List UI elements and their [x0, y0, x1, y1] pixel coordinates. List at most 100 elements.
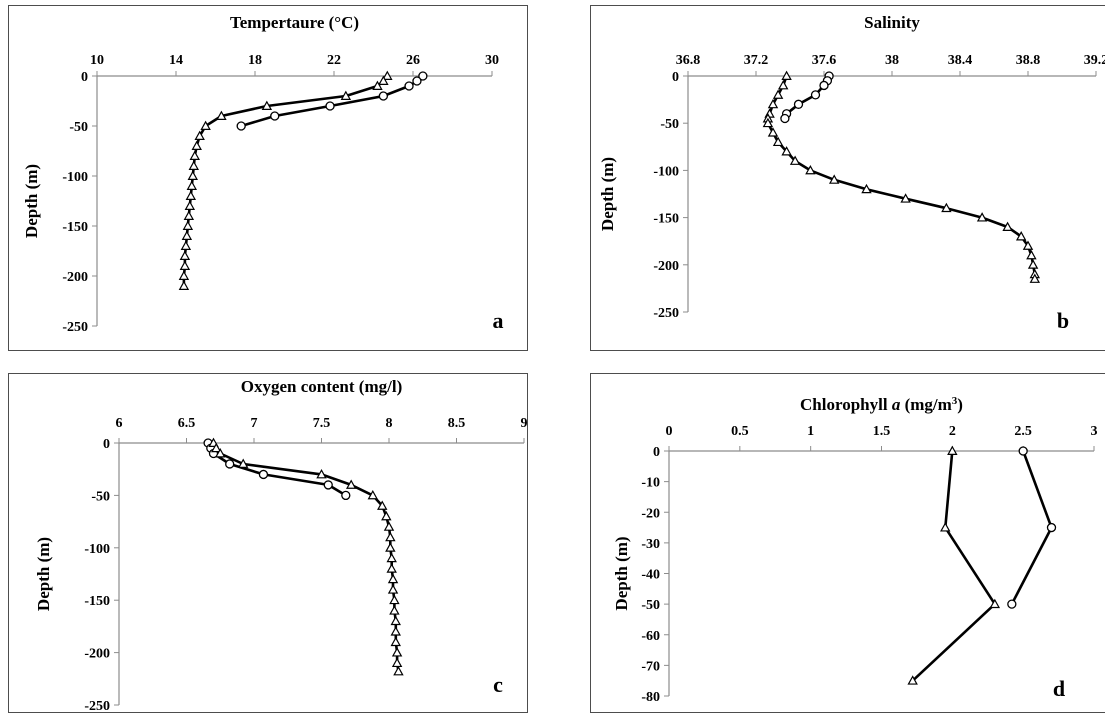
y-tick-label: -250: [84, 699, 110, 714]
data-point-circle: [225, 459, 235, 469]
data-point-triangle: [1029, 273, 1041, 283]
data-point-triangle: [180, 240, 192, 250]
x-tick-label: 1: [807, 424, 814, 439]
data-point-triangle: [386, 552, 397, 563]
data-point-triangle: [185, 190, 197, 200]
data-point-triangle: [389, 594, 400, 605]
data-point-triangle: [777, 80, 789, 90]
y-tick-label: 0: [653, 445, 660, 460]
panel-d: Chlorophyll a (mg/m3) 0 0.5 1 1.5 2 2.5 3 0 -10 -2…: [590, 373, 1105, 713]
data-point-triangle: [772, 89, 784, 99]
data-point-triangle: [390, 615, 401, 626]
y-tick-label: -70: [641, 659, 660, 674]
data-point-triangle: [976, 212, 988, 222]
data-point-circle: [810, 90, 821, 100]
y-tick-label: -200: [653, 259, 679, 274]
y-axis-label: Depth (m): [34, 537, 53, 611]
x-tick-label: 38.8: [1016, 53, 1041, 68]
x-tick-label: 8: [386, 416, 393, 431]
data-point-triangle: [941, 202, 952, 213]
data-point-triangle: [385, 531, 396, 542]
data-point-triangle: [189, 150, 200, 160]
panel-letter: b: [1057, 308, 1069, 333]
y-axis-label: Depth (m): [598, 157, 617, 231]
panel-letter: a: [493, 308, 504, 333]
data-point-triangle: [390, 626, 401, 636]
data-point-triangle: [947, 445, 958, 455]
y-tick-label: 0: [81, 70, 88, 85]
data-point-circle: [323, 480, 333, 490]
data-point-triangle: [386, 563, 397, 573]
x-tick-label: 0: [666, 424, 673, 439]
y-tick-label: 0: [672, 70, 679, 85]
y-axis-label: Depth (m): [22, 164, 41, 238]
x-tick-label: 9: [521, 416, 528, 431]
data-point-triangle: [391, 647, 403, 657]
data-point-triangle: [345, 479, 357, 489]
data-point-triangle: [215, 448, 226, 458]
x-tick-label: 3: [1091, 424, 1098, 439]
y-tick-label: -80: [641, 690, 660, 705]
y-tick-label: -150: [653, 212, 679, 227]
data-point-triangle: [389, 605, 400, 615]
data-point-triangle: [187, 170, 199, 180]
data-point-triangle: [781, 146, 792, 156]
panel-b: Salinity 36.8 37.2 37.6 38 38.4 38.8 39.2 0 -50 -1…: [590, 5, 1105, 351]
x-tick-label: 22: [327, 53, 341, 68]
data-point-triangle: [387, 584, 399, 594]
chart-title: Oxygen content (mg/l): [241, 377, 402, 396]
chart-title: Salinity: [864, 13, 920, 32]
y-tick-label: -100: [653, 164, 679, 179]
data-point-triangle: [900, 193, 911, 203]
y-tick-label: -250: [653, 306, 679, 321]
data-point-circle: [1007, 599, 1017, 609]
y-tick-label: -200: [62, 270, 88, 285]
x-tick-label: 0.5: [731, 424, 749, 439]
y-tick-label: -50: [91, 489, 110, 504]
x-tick-label: 38.4: [948, 53, 973, 68]
chart-title: Chlorophyll a (mg/m3): [800, 395, 963, 414]
data-point-triangle: [767, 127, 779, 137]
data-point-triangle: [762, 117, 774, 128]
y-tick-label: -100: [84, 542, 110, 557]
y-tick-label: -50: [660, 117, 679, 132]
data-point-circle: [341, 490, 351, 501]
salinity-chart: Salinity 36.8 37.2 37.6 38 38.4 38.8 39.2 0 -50 -1…: [598, 13, 1105, 333]
x-tick-label: 39.2: [1084, 53, 1105, 68]
data-point-triangle: [237, 458, 249, 468]
data-point-triangle: [989, 598, 1001, 609]
y-tick-label: -50: [641, 598, 660, 613]
data-point-triangle: [391, 657, 403, 668]
series-line-circle: [1010, 450, 1053, 605]
series-line-triangle: [182, 75, 389, 286]
x-tick-label: 37.2: [744, 53, 769, 68]
data-point-triangle: [377, 500, 388, 510]
panel-letter: d: [1053, 676, 1065, 701]
data-point-circle: [325, 101, 335, 111]
data-point-triangle: [1015, 231, 1027, 241]
data-point-triangle: [372, 80, 383, 90]
data-point-triangle: [383, 521, 395, 531]
data-point-triangle: [805, 164, 816, 175]
x-tick-label: 26: [406, 53, 420, 68]
data-point-triangle: [181, 230, 193, 240]
y-tick-label: -250: [62, 320, 88, 335]
data-point-triangle: [940, 522, 951, 532]
x-tick-label: 8.5: [448, 416, 466, 431]
y-tick-label: -20: [641, 506, 660, 521]
temperature-chart: Tempertaure (°C) 10 14 18 22 26 30 0 -50 -100 -150…: [22, 13, 504, 335]
x-tick-label: 2: [949, 424, 956, 439]
y-tick-label: -10: [641, 476, 660, 491]
x-tick-label: 38: [885, 53, 899, 68]
data-point-triangle: [828, 174, 840, 184]
data-point-triangle: [385, 542, 396, 552]
panel-c: Oxygen content (mg/l) 6 6.5 7 7.5 8 8.5 9 0 -50 -1…: [8, 373, 528, 714]
series-line-circle: [240, 75, 424, 128]
data-point-triangle: [216, 110, 227, 120]
y-tick-label: -50: [69, 120, 88, 135]
series-line-triangle: [766, 75, 1037, 279]
data-point-triangle: [178, 270, 190, 280]
series-line-triangle: [911, 450, 997, 682]
data-point-triangle: [340, 90, 352, 100]
data-point-triangle: [390, 636, 401, 647]
